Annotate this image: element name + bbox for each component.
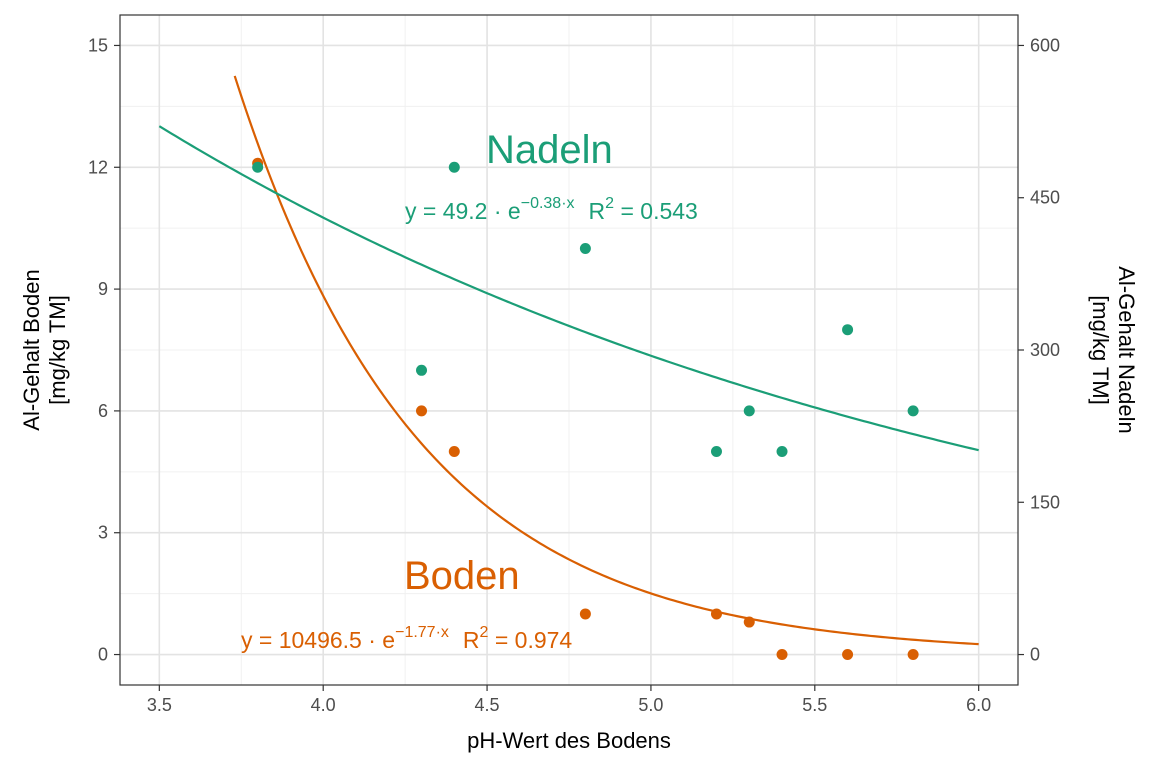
data-point-nadeln [907,405,919,417]
y-axis-title-right: Al-Gehalt Nadeln[mg/kg TM] [1088,266,1139,434]
axis-ticks [114,44,1024,691]
x-tick-label: 4.5 [475,695,500,715]
equation-boden-r2-exponent: 2 [480,624,489,641]
fit-curve-nadeln [158,125,979,452]
y-left-tick-label: 6 [98,401,108,421]
y-right-tick-label: 450 [1030,188,1060,208]
y-right-tick-label: 300 [1030,340,1060,360]
data-point-nadeln [416,364,428,376]
data-point-boden [448,446,460,458]
equation-nadeln-exponent: −0.38·x [521,195,575,212]
equation-boden: y = 10496.5 · e−1.77·x R2 = 0.974 [241,624,572,653]
y-left-tick-label: 15 [88,35,108,55]
y-right-tick-label: 150 [1030,492,1060,512]
y-left-tick-label: 12 [88,157,108,177]
data-point-nadeln [448,161,460,173]
y-right-tick-label: 600 [1030,35,1060,55]
data-point-boden [579,608,591,620]
y-axis-title-right-line2: [mg/kg TM] [1088,295,1113,405]
grid-major [120,15,1018,685]
equation-nadeln-r2-symbol: R [589,198,606,224]
data-point-boden [710,608,722,620]
data-point-nadeln [842,324,854,336]
data-point-nadeln [252,161,264,173]
data-point-boden [907,649,919,661]
x-axis-title: pH-Wert des Bodens [467,728,671,753]
data-point-boden [842,649,854,661]
y-axis-title-left-line1: Al-Gehalt Boden [19,269,44,430]
y-axis-title-left-line2: [mg/kg TM] [45,295,70,405]
equation-boden-lead: y = 10496.5 · e [241,627,395,653]
data-point-nadeln [710,446,722,458]
data-point-nadeln [579,242,591,254]
equation-boden-r2-symbol: R [463,627,480,653]
equation-nadeln-lead: y = 49.2 · e [405,198,521,224]
data-point-boden [416,405,428,417]
equation-nadeln: y = 49.2 · e−0.38·x R2 = 0.543 [405,195,698,224]
x-tick-label: 4.0 [311,695,336,715]
data-points [252,157,919,661]
data-point-boden [743,616,755,628]
data-point-nadeln [743,405,755,417]
grid-minor [120,15,1018,685]
x-tick-label: 3.5 [147,695,172,715]
equation-nadeln-r2-exponent: 2 [605,195,614,212]
y-left-tick-label: 0 [98,645,108,665]
y-left-tick-label: 9 [98,279,108,299]
x-tick-label: 6.0 [966,695,991,715]
equation-nadeln-r2-value: = 0.543 [614,198,698,224]
y-axis-title-left: Al-Gehalt Boden[mg/kg TM] [19,269,70,430]
fit-curve-boden [233,75,979,646]
series-label-boden: Boden [404,554,520,598]
equation-boden-r2-value: = 0.974 [488,627,572,653]
data-point-nadeln [776,446,788,458]
series-label-nadeln: Nadeln [486,128,613,172]
fit-curves [158,75,979,646]
y-left-tick-label: 3 [98,523,108,543]
equation-boden-exponent: −1.77·x [395,624,449,641]
x-tick-label: 5.5 [802,695,827,715]
data-point-boden [776,649,788,661]
y-right-tick-label: 0 [1030,645,1040,665]
x-tick-label: 5.0 [638,695,663,715]
y-axis-title-right-line1: Al-Gehalt Nadeln [1114,266,1139,434]
